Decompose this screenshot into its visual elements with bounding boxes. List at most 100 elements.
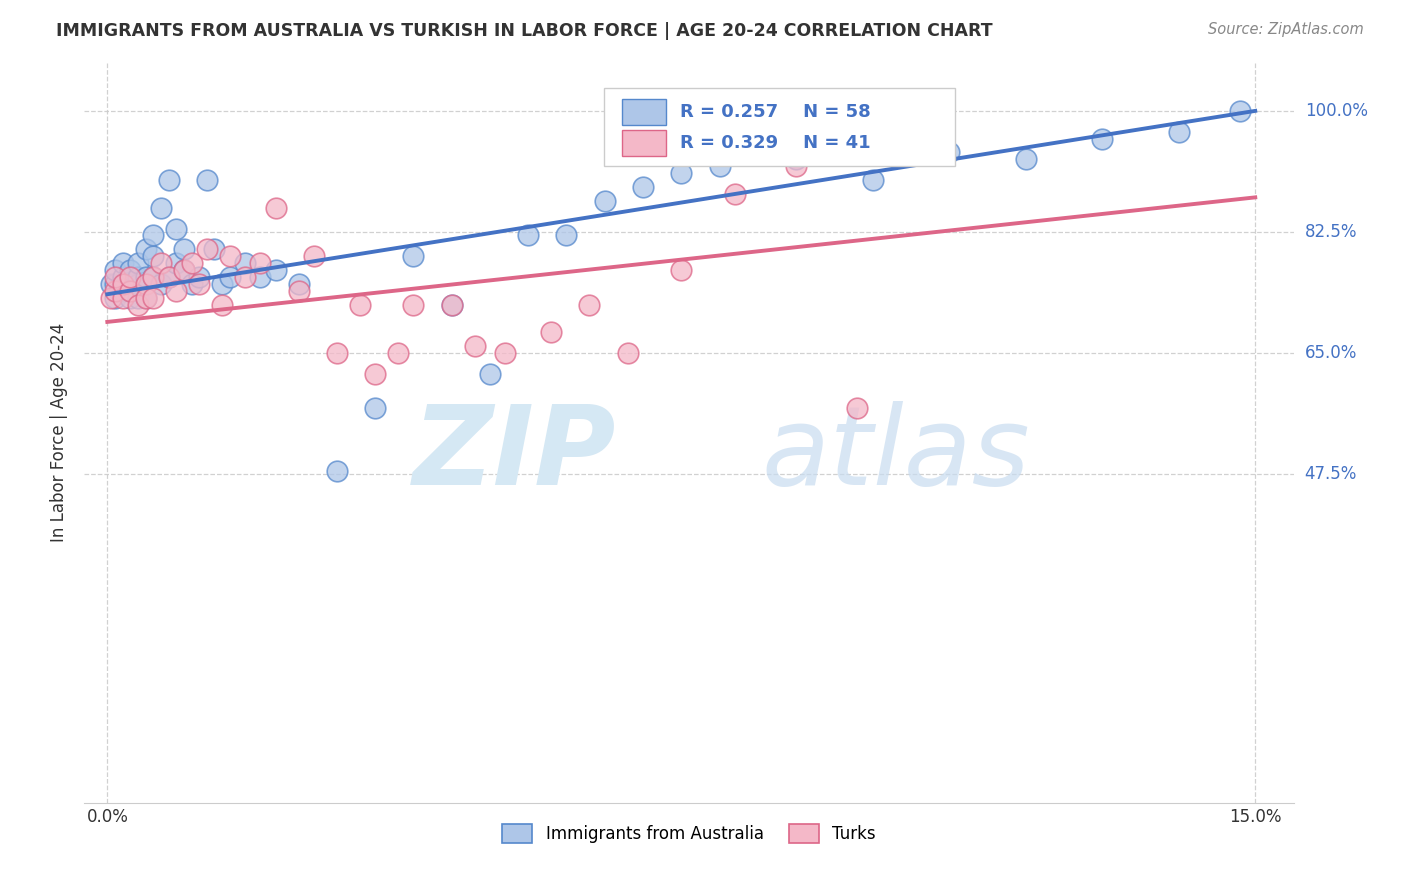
Point — [127, 256, 149, 270]
Point — [135, 291, 157, 305]
Point — [104, 277, 127, 291]
Point — [211, 277, 233, 291]
Point — [249, 256, 271, 270]
Point — [111, 269, 134, 284]
Point — [120, 291, 142, 305]
Text: R = 0.329    N = 41: R = 0.329 N = 41 — [681, 134, 872, 153]
FancyBboxPatch shape — [623, 130, 666, 156]
Point — [540, 326, 562, 340]
Text: IMMIGRANTS FROM AUSTRALIA VS TURKISH IN LABOR FORCE | AGE 20-24 CORRELATION CHAR: IMMIGRANTS FROM AUSTRALIA VS TURKISH IN … — [56, 22, 993, 40]
Point — [127, 269, 149, 284]
Point — [364, 401, 387, 416]
Text: 100.0%: 100.0% — [1305, 102, 1368, 120]
Point — [120, 263, 142, 277]
Point — [233, 256, 256, 270]
Point — [349, 297, 371, 311]
Point — [104, 284, 127, 298]
Point — [671, 263, 693, 277]
Point — [402, 297, 425, 311]
Point — [517, 228, 540, 243]
Point — [478, 367, 501, 381]
Point — [846, 401, 869, 416]
Point — [157, 269, 180, 284]
Point — [204, 242, 226, 256]
Point — [709, 159, 731, 173]
Point — [135, 291, 157, 305]
Point — [100, 277, 122, 291]
Point — [142, 249, 165, 263]
Point — [111, 284, 134, 298]
Point — [218, 269, 240, 284]
Point — [120, 277, 142, 291]
Point — [111, 277, 134, 291]
Point — [157, 269, 180, 284]
FancyBboxPatch shape — [605, 88, 955, 166]
Point — [142, 228, 165, 243]
Point — [494, 346, 516, 360]
Point — [578, 297, 600, 311]
FancyBboxPatch shape — [623, 99, 666, 126]
Text: 47.5%: 47.5% — [1305, 465, 1357, 483]
Point — [173, 263, 195, 277]
Point — [364, 367, 387, 381]
Point — [107, 284, 129, 298]
Point — [142, 269, 165, 284]
Point — [440, 297, 463, 311]
Point — [135, 269, 157, 284]
Point — [1091, 131, 1114, 145]
Point — [127, 277, 149, 291]
Point — [195, 242, 218, 256]
Point — [302, 249, 325, 263]
Point — [120, 284, 142, 298]
Point — [127, 297, 149, 311]
Legend: Immigrants from Australia, Turks: Immigrants from Australia, Turks — [496, 817, 882, 850]
Point — [142, 269, 165, 284]
Point — [180, 277, 202, 291]
Text: ZIP: ZIP — [413, 401, 616, 508]
Point — [616, 346, 638, 360]
Text: 65.0%: 65.0% — [1305, 344, 1357, 362]
Point — [104, 269, 127, 284]
Point — [173, 242, 195, 256]
Point — [104, 263, 127, 277]
Point — [188, 277, 211, 291]
Point — [233, 269, 256, 284]
Point — [165, 221, 187, 235]
Point — [120, 284, 142, 298]
Point — [104, 291, 127, 305]
Text: Source: ZipAtlas.com: Source: ZipAtlas.com — [1208, 22, 1364, 37]
Point — [111, 291, 134, 305]
Point — [402, 249, 425, 263]
Point — [326, 464, 349, 478]
Point — [165, 284, 187, 298]
Point — [249, 269, 271, 284]
Y-axis label: In Labor Force | Age 20-24: In Labor Force | Age 20-24 — [51, 323, 69, 542]
Point — [180, 256, 202, 270]
Text: 82.5%: 82.5% — [1305, 223, 1357, 241]
Point — [264, 263, 287, 277]
Point — [1229, 103, 1251, 118]
Point — [326, 346, 349, 360]
Point — [149, 256, 172, 270]
Point — [173, 263, 195, 277]
Point — [862, 173, 884, 187]
Point — [631, 180, 654, 194]
Point — [938, 145, 960, 160]
Point — [120, 269, 142, 284]
Point — [555, 228, 578, 243]
Point — [111, 256, 134, 270]
Point — [127, 291, 149, 305]
Point — [593, 194, 616, 208]
Text: atlas: atlas — [762, 401, 1031, 508]
Point — [211, 297, 233, 311]
Point — [135, 242, 157, 256]
Point — [195, 173, 218, 187]
Point — [287, 277, 309, 291]
Point — [188, 269, 211, 284]
Point — [671, 166, 693, 180]
Point — [1014, 153, 1036, 167]
Point — [464, 339, 486, 353]
Point — [264, 201, 287, 215]
Point — [218, 249, 240, 263]
Text: R = 0.257    N = 58: R = 0.257 N = 58 — [681, 103, 872, 121]
